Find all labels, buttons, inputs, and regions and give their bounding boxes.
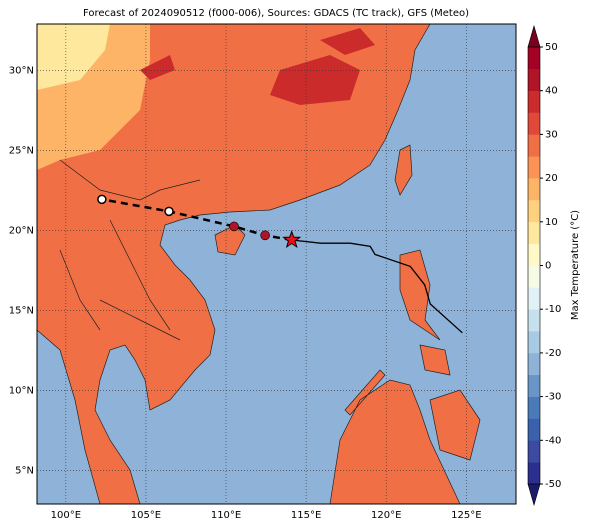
border	[59, 159, 201, 341]
x-tick-label: 120°E	[371, 510, 401, 521]
colorbar-band	[528, 156, 540, 179]
colorbar-tick-label: 20	[545, 173, 558, 184]
x-tick-label: 110°E	[211, 510, 241, 521]
past-track	[291, 239, 463, 334]
colorbar-extend	[527, 24, 541, 48]
y-tick-label: 10°N	[9, 385, 34, 396]
colorbar-extend	[527, 483, 541, 507]
y-tick-label: 15°N	[9, 305, 34, 316]
colorbar-band	[528, 440, 540, 463]
colorbar-tick-label: 50	[545, 42, 558, 53]
colorbar-tick-label: -40	[545, 435, 561, 446]
colorbar-band	[528, 265, 540, 288]
colorbar-label: Max Temperature (°C)	[570, 210, 581, 320]
colorbar-band	[528, 243, 540, 266]
colorbar-band	[528, 112, 540, 135]
y-tick-label: 30°N	[9, 65, 34, 76]
colorbar-band	[528, 47, 540, 70]
colorbar-band	[528, 134, 540, 157]
colorbar-band	[528, 352, 540, 376]
colorbar-band	[528, 418, 540, 441]
colorbar-tick-label: -10	[545, 304, 561, 315]
storm-track	[97, 194, 463, 334]
colorbar-tick-label: -20	[545, 348, 561, 359]
map-area	[37, 24, 516, 504]
x-tick-label: 115°E	[291, 510, 321, 521]
colorbar-tick-label: 30	[545, 129, 558, 140]
current-position	[282, 230, 302, 249]
forecast-track	[101, 198, 292, 242]
forecast-point	[260, 230, 270, 241]
colorbar-band	[528, 199, 540, 223]
colorbar-band	[528, 396, 540, 419]
colorbar-band	[528, 374, 540, 397]
colorbar-band	[528, 90, 540, 113]
y-tick-label: 20°N	[9, 225, 34, 236]
graticule	[37, 24, 516, 504]
x-tick-label: 105°E	[131, 510, 161, 521]
y-tick-label: 5°N	[15, 465, 34, 476]
forecast-point	[97, 194, 107, 205]
colorbar-band	[528, 462, 540, 485]
colorbar-tick-label: -30	[545, 392, 561, 403]
colorbar-tick-label: 10	[545, 217, 558, 228]
colorbar-band	[528, 221, 540, 244]
sea	[94, 24, 516, 504]
colorbar-tick-label: 40	[545, 86, 558, 97]
colorbar-tick-label: 0	[545, 261, 551, 272]
map-title: Forecast of 2024090512 (f000-006), Sourc…	[83, 8, 469, 19]
colorbar-band	[528, 309, 540, 332]
colorbar: -50 -40 -30 -20 -10 0 10 20 30 40 50	[527, 24, 561, 507]
colorbar-tick-label: -50	[545, 479, 561, 490]
x-tick-label: 125°E	[451, 510, 481, 521]
colorbar-band	[528, 287, 540, 310]
colorbar-band	[528, 178, 540, 201]
forecast-point	[229, 221, 239, 232]
island	[214, 144, 481, 504]
colorbar-band	[528, 331, 540, 354]
plot-frame	[36, 23, 517, 505]
hot-region	[140, 28, 375, 105]
coolest-region	[37, 24, 110, 90]
y-tick-label: 25°N	[9, 145, 34, 156]
sea	[37, 329, 101, 504]
x-tick-label: 100°E	[51, 510, 81, 521]
forecast-point	[164, 206, 174, 217]
colorbar-band	[528, 68, 540, 91]
